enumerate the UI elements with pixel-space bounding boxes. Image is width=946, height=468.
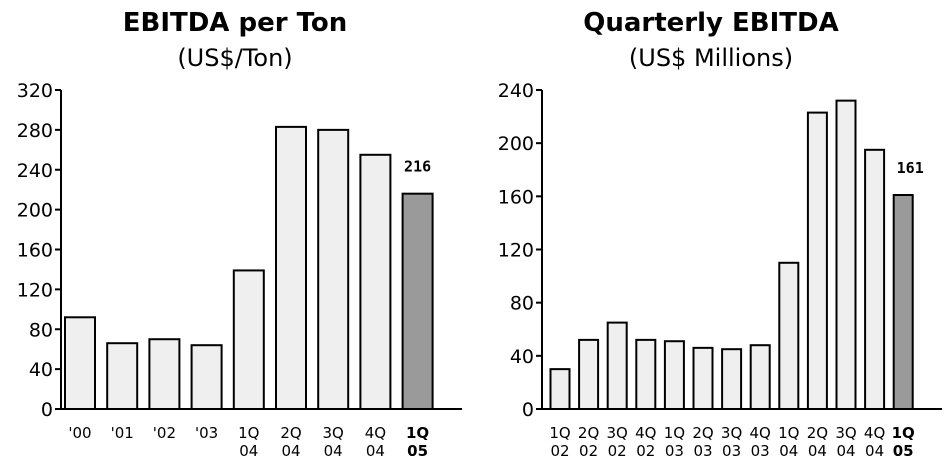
x-tick-label: 4Q 04 bbox=[365, 424, 386, 460]
bar bbox=[317, 128, 350, 410]
y-tick-label: 120 bbox=[498, 240, 534, 262]
bar bbox=[275, 125, 307, 411]
x-tick-label: 2Q 04 bbox=[280, 424, 301, 460]
y-tick-label: 160 bbox=[498, 186, 534, 208]
bar bbox=[190, 344, 223, 411]
x-tick-label: 1Q 05 bbox=[406, 424, 429, 460]
bar bbox=[148, 338, 181, 410]
bar bbox=[749, 344, 771, 411]
x-tick-label: 3Q 02 bbox=[607, 424, 628, 460]
bar bbox=[64, 316, 96, 411]
bar bbox=[232, 269, 265, 411]
bar bbox=[106, 342, 139, 410]
x-tick-label: 1Q 02 bbox=[549, 424, 570, 460]
bar bbox=[549, 368, 571, 410]
data-label: 161 bbox=[897, 159, 924, 177]
y-tick-label: 280 bbox=[17, 120, 53, 142]
bar bbox=[721, 348, 743, 410]
x-tick-label: 2Q 04 bbox=[807, 424, 828, 460]
x-tick-label: 3Q 04 bbox=[835, 424, 856, 460]
chart-subtitle: (US$ Millions) bbox=[628, 44, 794, 72]
bar bbox=[578, 338, 600, 410]
x-tick-label: 2Q 03 bbox=[692, 424, 713, 460]
y-tick-label: 160 bbox=[17, 240, 53, 262]
y-tick-label: 240 bbox=[17, 160, 53, 182]
x-tick-label: '00 bbox=[68, 424, 91, 442]
x-tick-label: 1Q 05 bbox=[892, 424, 915, 460]
x-tick-label: 4Q 02 bbox=[635, 424, 656, 460]
y-tick-label: 320 bbox=[17, 80, 53, 102]
bar bbox=[663, 340, 685, 410]
y-tick-label: 80 bbox=[510, 293, 534, 315]
y-tick-label: 40 bbox=[510, 346, 534, 368]
bar bbox=[606, 321, 628, 410]
x-tick-label: '03 bbox=[195, 424, 218, 442]
y-tick-label: 80 bbox=[29, 319, 53, 341]
x-tick-label: 4Q 03 bbox=[750, 424, 771, 460]
bar bbox=[401, 192, 434, 410]
chart-plot: 0 40 80 120 160 200 240 280 320 '00 '01 '02 '03 1Q 04 2… bbox=[17, 80, 462, 460]
x-tick-label: 3Q 04 bbox=[323, 424, 344, 460]
x-tick-label: 1Q 04 bbox=[778, 424, 799, 460]
y-tick-label: 120 bbox=[17, 279, 53, 301]
x-tick-label: 1Q 03 bbox=[664, 424, 685, 460]
data-label: 216 bbox=[404, 158, 431, 176]
chart-title: Quarterly EBITDA bbox=[583, 8, 839, 38]
x-tick-label: '01 bbox=[111, 424, 134, 442]
bar bbox=[835, 99, 857, 410]
chart-quarterly-ebitda: Quarterly EBITDA (US$ Millions) 0 40 80 120… bbox=[476, 0, 946, 468]
bar bbox=[635, 338, 657, 410]
x-tick-label: '02 bbox=[153, 424, 176, 442]
bar bbox=[892, 194, 914, 410]
y-tick-label: 0 bbox=[522, 399, 534, 421]
chart-subtitle: (US$/Ton) bbox=[177, 44, 293, 72]
y-tick-label: 40 bbox=[29, 359, 53, 381]
bar bbox=[864, 148, 886, 410]
x-tick-label: 4Q 04 bbox=[864, 424, 885, 460]
chart-title: EBITDA per Ton bbox=[122, 8, 348, 38]
chart-plot: 0 40 80 120 160 200 240 1Q 02 2Q 02 3Q 02 4Q 02 1Q 03 2Q 0… bbox=[498, 80, 942, 460]
x-tick-label: 3Q 03 bbox=[721, 424, 742, 460]
y-tick-label: 240 bbox=[498, 80, 534, 102]
bar bbox=[359, 153, 392, 410]
y-tick-label: 200 bbox=[498, 133, 534, 155]
bar bbox=[806, 111, 828, 411]
bar bbox=[692, 346, 714, 411]
bar bbox=[778, 261, 800, 410]
x-tick-label: 2Q 02 bbox=[578, 424, 599, 460]
y-tick-label: 0 bbox=[41, 399, 53, 421]
x-tick-label: 1Q 04 bbox=[238, 424, 259, 460]
chart-ebitda-per-ton: EBITDA per Ton (US$/Ton) 0 40 80 120 160 200 2… bbox=[0, 0, 470, 468]
y-tick-label: 200 bbox=[17, 200, 53, 222]
